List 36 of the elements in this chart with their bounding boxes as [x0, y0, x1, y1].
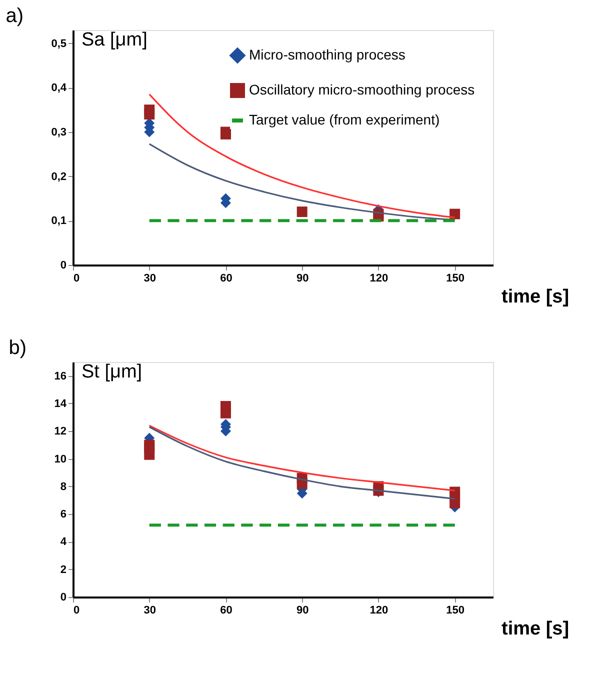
- y-tick-label: 6: [60, 508, 66, 521]
- x-tick-label: 90: [296, 604, 309, 616]
- chart-title: a): [6, 5, 24, 27]
- y-axis-title: St [μm]: [82, 362, 142, 382]
- y-tick-label: 2: [60, 564, 66, 576]
- x-tick-label: 0: [74, 272, 80, 284]
- y-axis-title: Sa [μm]: [82, 30, 148, 50]
- y-tick-label: 0,2: [51, 170, 66, 183]
- y-tick-label: 14: [54, 398, 68, 410]
- legend-label: Micro-smoothing process: [249, 46, 406, 62]
- y-tick-label: 0: [60, 260, 66, 272]
- y-tick-label: 0,3: [51, 126, 66, 138]
- x-axis-title: time [s]: [502, 618, 570, 640]
- x-axis-title: time [s]: [502, 286, 570, 308]
- x-tick-label: 60: [220, 604, 232, 616]
- y-tick-label: 4: [60, 536, 68, 548]
- x-tick-label: 30: [144, 604, 156, 616]
- x-tick-label: 120: [370, 604, 388, 616]
- chart-title: b): [8, 337, 27, 359]
- y-tick-label: 0,5: [51, 38, 66, 50]
- legend-label: Target value (from experiment): [249, 112, 440, 128]
- x-tick-label: 60: [220, 272, 232, 284]
- x-tick-label: 150: [446, 272, 464, 284]
- y-tick-label: 0: [60, 592, 66, 604]
- x-tick-label: 0: [74, 604, 80, 616]
- x-tick-label: 90: [296, 272, 309, 284]
- x-tick-label: 30: [144, 272, 156, 284]
- y-tick-label: 8: [60, 480, 66, 493]
- y-tick-label: 16: [54, 370, 66, 382]
- legend-label: Oscillatory micro-smoothing process: [249, 82, 475, 98]
- y-tick-label: 0,4: [51, 82, 68, 94]
- y-tick-label: 0,1: [51, 215, 66, 228]
- x-tick-label: 150: [446, 604, 464, 616]
- y-tick-label: 10: [54, 453, 66, 466]
- x-tick-label: 120: [370, 272, 388, 284]
- y-tick-label: 12: [54, 426, 66, 438]
